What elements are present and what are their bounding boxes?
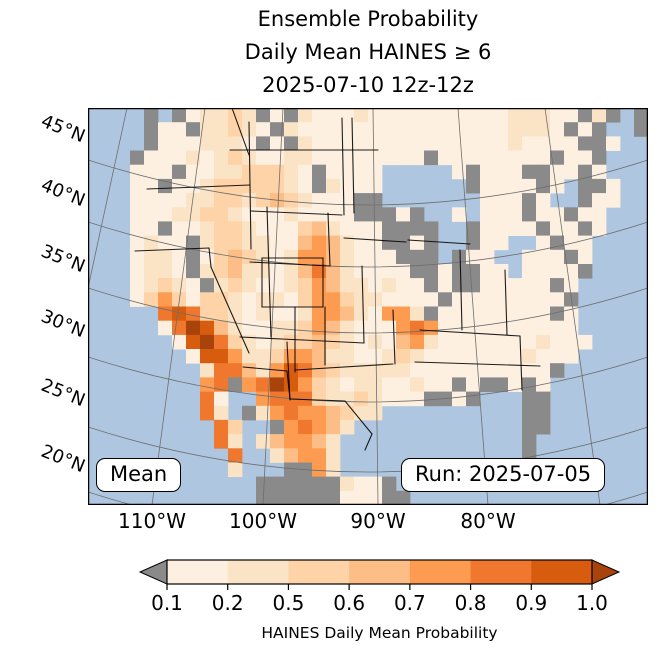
mean-badge-label: Mean	[110, 462, 168, 486]
lat-tick-label: 40°N	[37, 174, 88, 212]
colorbar-tick-label: 0.2	[212, 591, 244, 615]
title-line-3: 2025-07-10 12z-12z	[262, 73, 474, 97]
lat-tick-label: 30°N	[37, 305, 88, 343]
lon-tick-label: 80°W	[460, 509, 516, 533]
title-line-1: Ensemble Probability	[257, 7, 479, 31]
lon-tick-label: 100°W	[229, 509, 297, 533]
lon-tick-label: 110°W	[118, 509, 186, 533]
run-badge-label: Run: 2025-07-05	[415, 462, 592, 486]
lat-tick-label: 25°N	[37, 374, 88, 412]
colorbar-tick-label: 1.0	[576, 591, 608, 615]
lat-tick-label: 35°N	[37, 240, 88, 278]
map-axes	[88, 108, 648, 505]
lon-tick-label: 90°W	[350, 509, 406, 533]
colorbar-tick-label: 0.5	[273, 591, 305, 615]
run-badge: Run: 2025-07-05	[401, 458, 606, 492]
colorbar: 0.1 0.2 0.5 0.6 0.7 0.8 0.9 1.0 HAINES Daily Mea…	[138, 559, 621, 642]
title-line-2: Daily Mean HAINES ≥ 6	[244, 40, 492, 64]
colorbar-tick-label: 0.8	[455, 591, 487, 615]
figure-title: Ensemble Probability Daily Mean HAINES ≥…	[88, 3, 648, 102]
colorbar-tick-label: 0.6	[333, 591, 365, 615]
colorbar-tick-label: 0.9	[515, 591, 547, 615]
colorbar-tick-label: 0.7	[394, 591, 426, 615]
mean-badge: Mean	[96, 458, 182, 492]
colorbar-tick-label: 0.1	[151, 591, 183, 615]
lat-tick-label: 20°N	[37, 440, 88, 478]
colorbar-label: HAINES Daily Mean Probability	[261, 624, 497, 642]
lat-tick-label: 45°N	[37, 110, 88, 148]
probability-map	[88, 108, 648, 505]
